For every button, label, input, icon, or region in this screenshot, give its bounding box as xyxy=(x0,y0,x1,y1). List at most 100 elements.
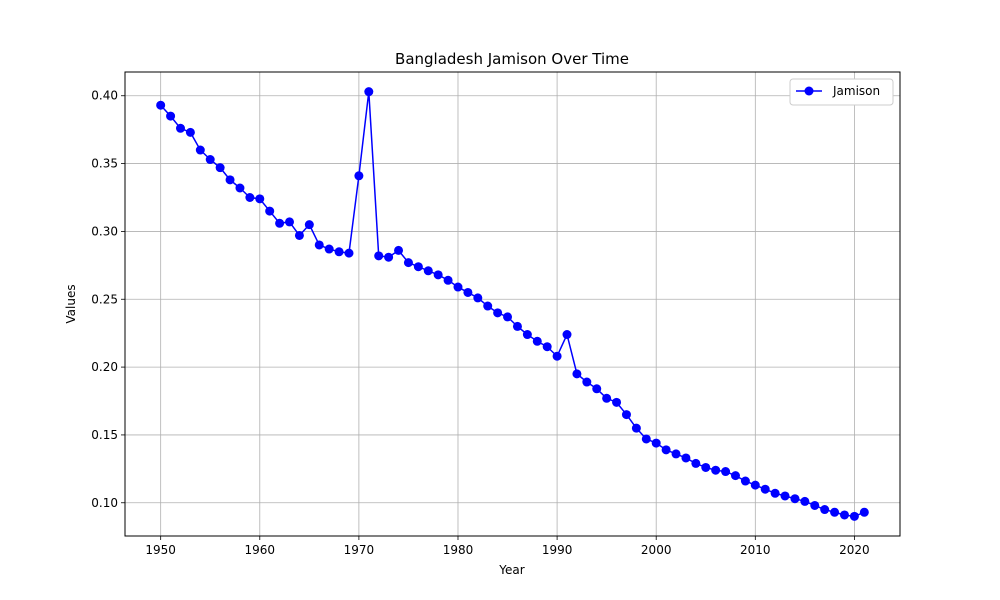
data-point xyxy=(473,293,483,303)
data-point xyxy=(612,397,622,407)
data-point xyxy=(483,301,493,311)
data-point xyxy=(582,377,592,387)
y-axis-label: Values xyxy=(64,284,78,323)
data-point xyxy=(512,321,522,331)
data-point xyxy=(443,275,453,285)
data-point xyxy=(275,218,285,228)
plot-frame xyxy=(124,71,901,537)
data-point xyxy=(285,217,295,227)
data-point xyxy=(532,336,542,346)
data-point xyxy=(810,500,820,510)
data-point xyxy=(166,111,176,121)
data-point xyxy=(800,496,810,506)
data-point xyxy=(671,449,681,459)
data-point xyxy=(641,434,651,444)
data-point xyxy=(840,510,850,520)
data-point xyxy=(542,342,552,352)
data-point xyxy=(304,220,314,230)
x-tick-label: 2010 xyxy=(740,543,771,557)
data-point xyxy=(790,494,800,504)
y-tick-label: 0.20 xyxy=(91,360,118,374)
data-point xyxy=(701,462,711,472)
x-axis-label: Year xyxy=(498,563,524,577)
y-tick-label: 0.30 xyxy=(91,224,118,238)
y-axis-ticks: 0.10 0.15 0.20 0.25 0.30 0.35 0.40 xyxy=(91,89,125,510)
data-point xyxy=(235,183,245,193)
data-point xyxy=(651,438,661,448)
data-point xyxy=(750,480,760,490)
data-point xyxy=(344,248,354,258)
data-point xyxy=(374,251,384,261)
y-tick-label: 0.35 xyxy=(91,157,118,171)
data-point xyxy=(503,312,513,322)
y-tick-label: 0.40 xyxy=(91,89,118,103)
data-point xyxy=(354,171,364,181)
data-point xyxy=(760,484,770,494)
data-point xyxy=(770,488,780,498)
data-point xyxy=(423,266,433,276)
grid xyxy=(125,72,900,536)
data-point xyxy=(681,453,691,463)
data-point xyxy=(314,240,324,250)
data-point xyxy=(849,511,859,521)
data-point xyxy=(175,123,185,133)
data-point xyxy=(572,369,582,379)
data-point xyxy=(195,145,205,155)
data-point xyxy=(631,423,641,433)
x-tick-label: 2000 xyxy=(641,543,672,557)
data-point xyxy=(245,192,255,202)
legend-box xyxy=(789,78,894,106)
data-point xyxy=(453,282,463,292)
x-tick-label: 1990 xyxy=(542,543,573,557)
chart-title: Bangladesh Jamison Over Time xyxy=(395,50,629,68)
data-point xyxy=(859,507,869,517)
x-tick-label: 1980 xyxy=(443,543,474,557)
x-axis-ticks: 1950 1960 1970 1980 1990 2000 2010 2020 xyxy=(145,536,870,557)
data-point xyxy=(394,245,404,255)
data-point xyxy=(493,308,503,318)
data-point xyxy=(334,247,344,257)
data-point xyxy=(711,465,721,475)
legend-marker-sample xyxy=(804,86,814,96)
data-point xyxy=(522,330,532,340)
y-tick-label: 0.15 xyxy=(91,428,118,442)
data-point xyxy=(602,393,612,403)
data-point xyxy=(225,175,235,185)
data-point xyxy=(830,507,840,517)
data-point xyxy=(384,252,394,262)
data-point xyxy=(552,351,562,361)
data-point xyxy=(721,467,731,477)
y-tick-label: 0.10 xyxy=(91,496,118,510)
data-point xyxy=(215,163,225,173)
x-tick-label: 1970 xyxy=(344,543,375,557)
legend-entry-jamison: Jamison xyxy=(832,84,880,98)
x-tick-label: 1950 xyxy=(145,543,176,557)
data-point xyxy=(403,258,413,268)
data-point xyxy=(463,287,473,297)
series-layer xyxy=(156,87,869,521)
data-point xyxy=(294,230,304,240)
y-tick-label: 0.25 xyxy=(91,292,118,306)
data-point xyxy=(433,270,443,280)
data-point xyxy=(324,244,334,254)
data-point xyxy=(691,458,701,468)
data-point xyxy=(661,445,671,455)
data-point xyxy=(562,330,572,340)
data-point xyxy=(205,155,215,165)
data-point xyxy=(621,410,631,420)
data-point xyxy=(156,100,166,110)
data-point xyxy=(592,384,602,394)
legend: Jamison xyxy=(789,78,894,106)
data-point xyxy=(740,476,750,486)
data-point xyxy=(413,262,423,272)
data-point xyxy=(730,471,740,481)
data-point xyxy=(820,505,830,515)
x-tick-label: 1960 xyxy=(245,543,276,557)
data-point xyxy=(255,194,265,204)
data-point xyxy=(265,206,275,216)
data-point xyxy=(364,87,374,97)
x-tick-label: 2020 xyxy=(839,543,870,557)
data-point xyxy=(185,127,195,137)
data-point xyxy=(780,491,790,501)
